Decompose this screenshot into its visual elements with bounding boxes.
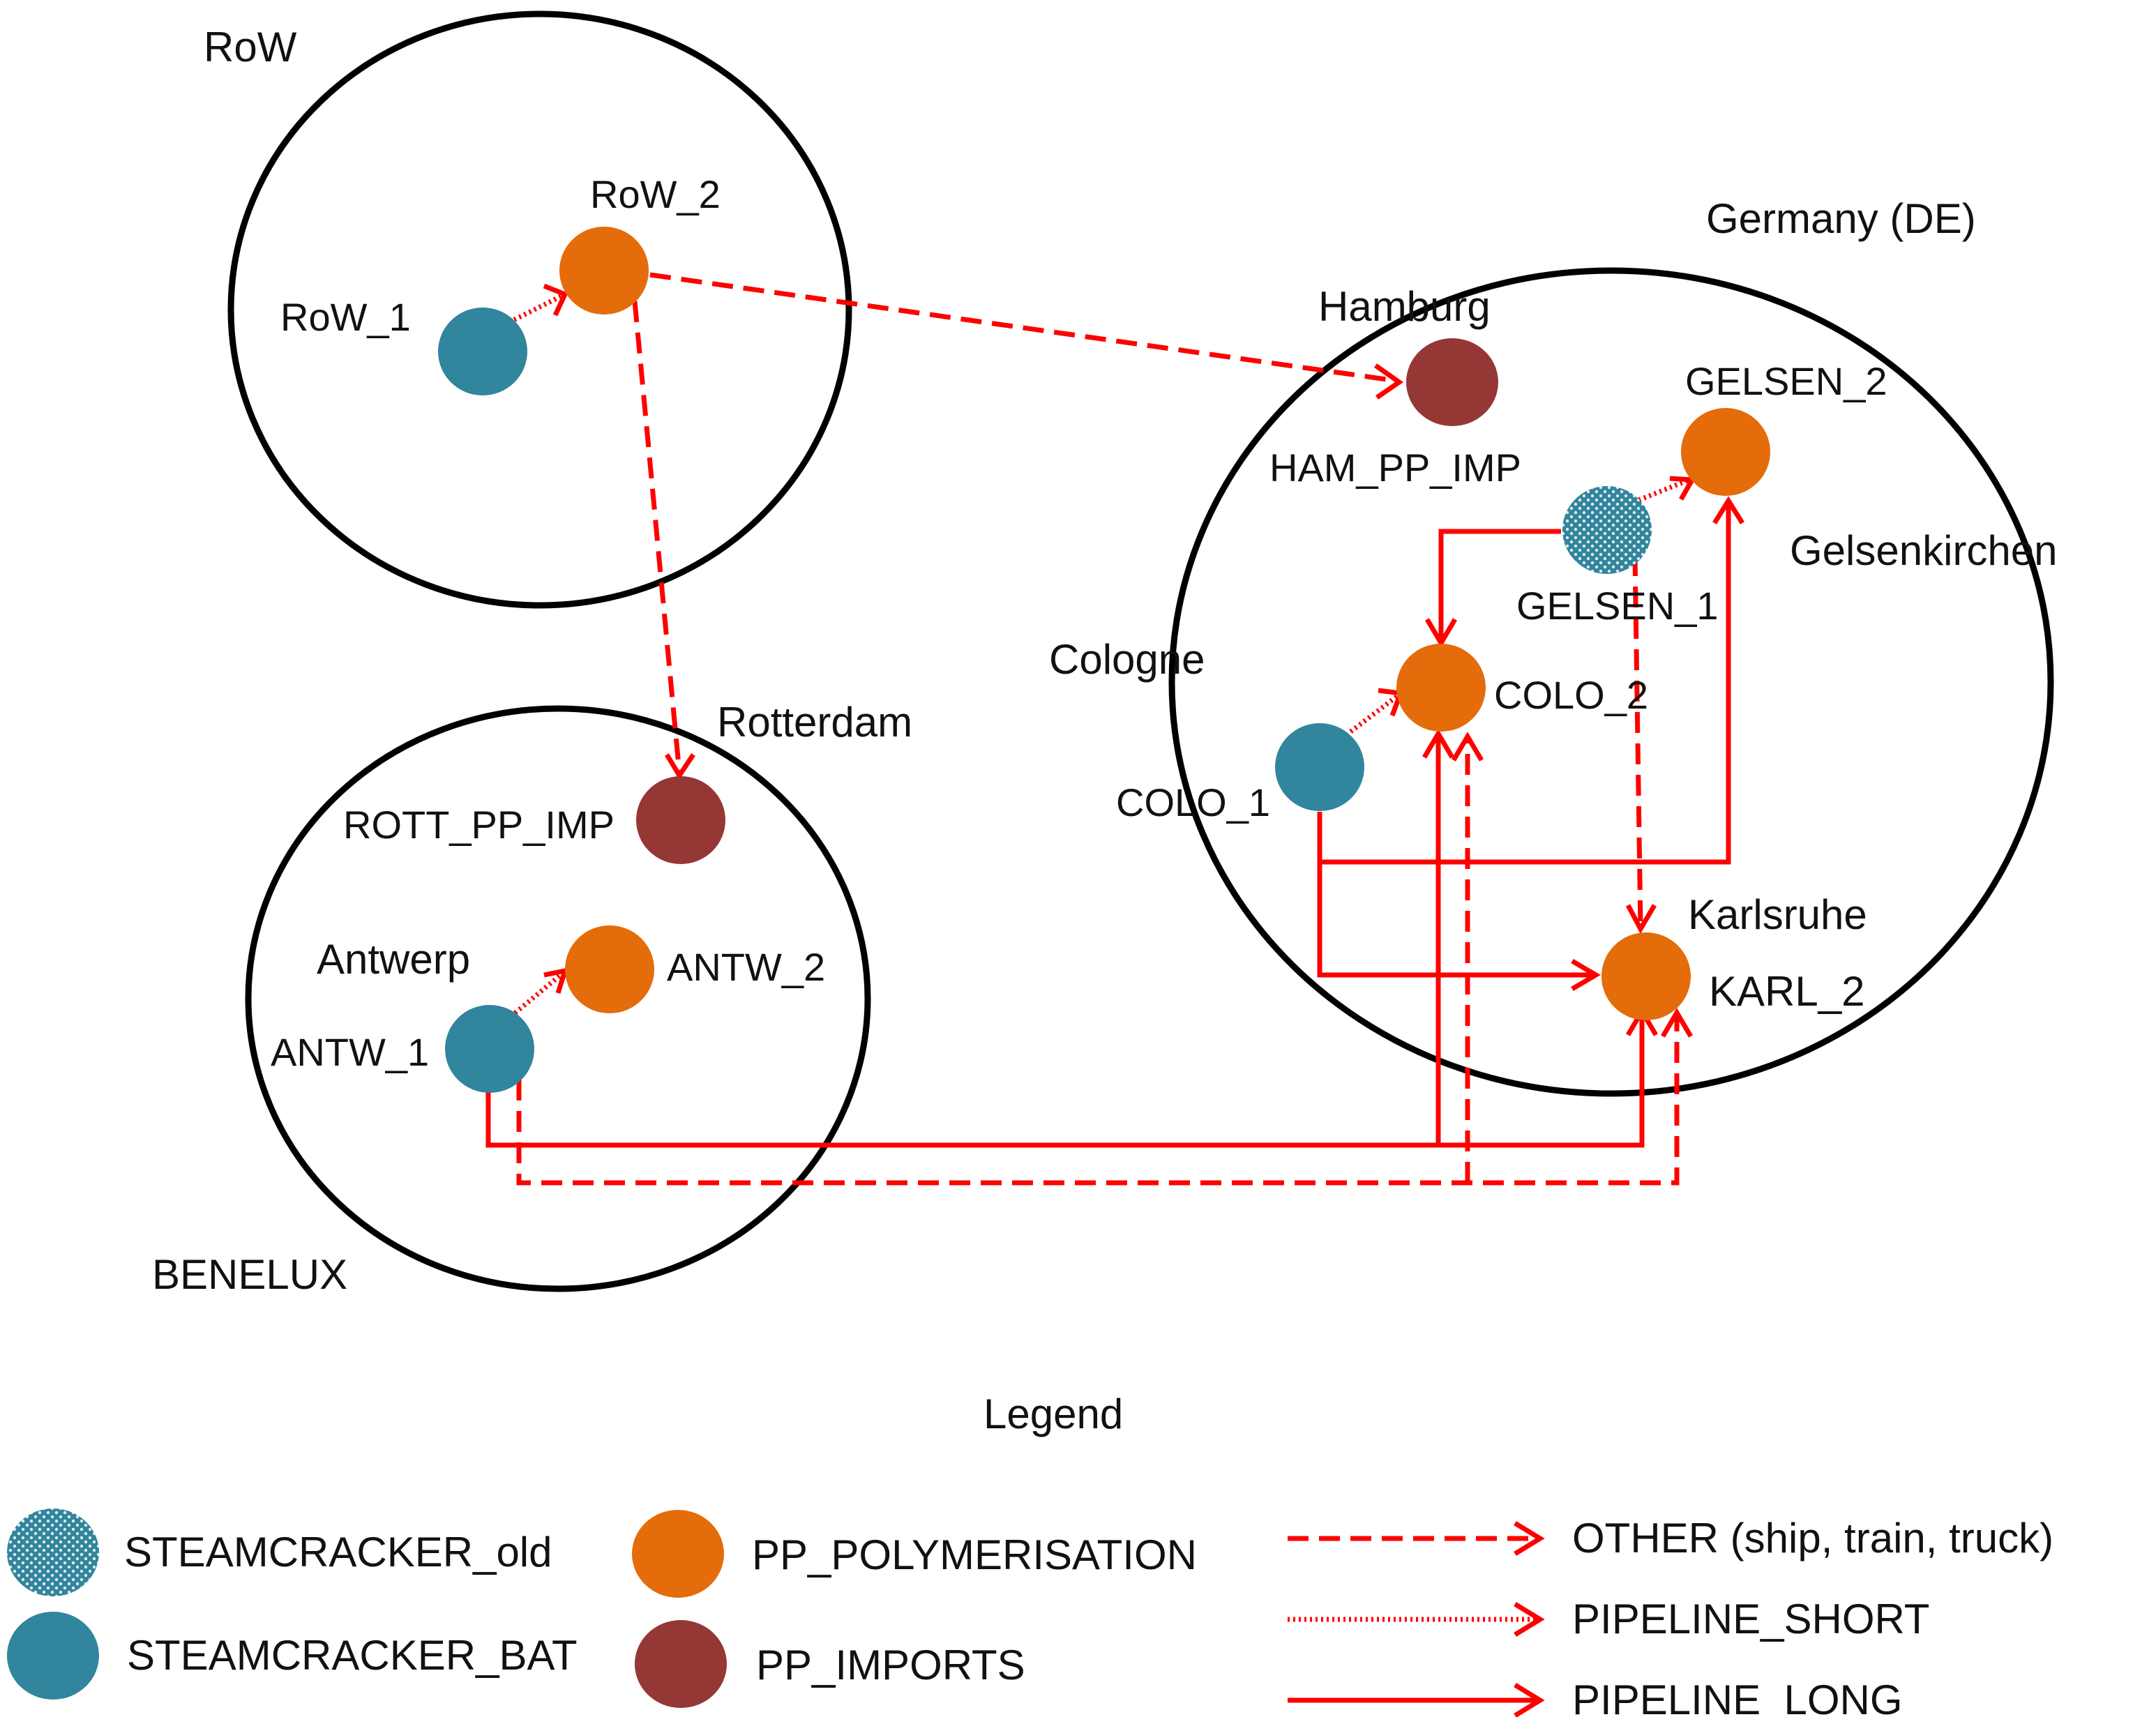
legend-title: Legend — [983, 1391, 1123, 1437]
node-colo-1[interactable] — [1275, 723, 1364, 811]
legend: Legend STEAMCRACKER_old STEAMCRACKER_BAT… — [7, 1391, 2053, 1717]
node-antw-1[interactable] — [445, 1005, 534, 1093]
legend-label-pipeline-long: PIPELINE_LONG — [1572, 1677, 1903, 1717]
pipeline-long-arrows — [485, 502, 1731, 1148]
arrowhead — [543, 967, 569, 994]
site-label-gelsenkirchen: Gelsenkirchen — [1790, 527, 2058, 574]
site-label-rotterdam: Rotterdam — [717, 699, 912, 746]
long-colo1-gelsen2 — [1320, 502, 1731, 865]
site-label-hamburg: Hamburg — [1318, 283, 1491, 330]
node-label-antw-2: ANTW_2 — [667, 945, 825, 989]
node-row-1[interactable] — [438, 308, 527, 395]
node-label-gelsen-1: GELSEN_1 — [1516, 584, 1719, 628]
legend-label-steamcracker-bat: STEAMCRACKER_BAT — [127, 1632, 578, 1679]
region-label-benelux: BENELUX — [152, 1251, 347, 1298]
arrowhead — [1424, 618, 1458, 648]
node-label-antw-1: ANTW_1 — [271, 1030, 429, 1074]
site-label-antwerp: Antwerp — [317, 936, 470, 983]
legend-arrowhead-other — [1514, 1521, 1545, 1556]
benelux-region-outline — [245, 705, 871, 1292]
other-row2-hamburg — [649, 272, 1397, 384]
arrowhead — [1422, 729, 1455, 759]
node-label-karl-2: KARL_2 — [1709, 968, 1864, 1015]
node-gelsen-2[interactable] — [1681, 408, 1770, 496]
arrowhead — [1669, 476, 1696, 501]
arrowhead — [1712, 496, 1744, 524]
legend-label-other: OTHER (ship, train, truck) — [1572, 1515, 2053, 1561]
region-label-row: RoW — [204, 24, 297, 70]
legend-label-pp-imports: PP_IMPORTS — [756, 1642, 1025, 1688]
node-colo-2[interactable] — [1396, 644, 1486, 732]
other-row2-rotterdam — [632, 301, 682, 773]
long-gelsen1-colo2 — [1438, 529, 1561, 640]
long-colo1-karl2 — [1317, 812, 1595, 978]
node-gelsen-1[interactable] — [1562, 486, 1652, 574]
node-label-row-2: RoW_2 — [590, 172, 721, 216]
legend-label-steamcracker-old: STEAMCRACKER_old — [124, 1529, 552, 1575]
other-antw1-colo2-karl2 — [516, 1014, 1680, 1186]
arrowhead — [1571, 958, 1601, 992]
legend-arrowhead-pipeline-long — [1514, 1683, 1545, 1717]
legend-swatch-steamcracker-old — [7, 1508, 99, 1596]
arrowhead — [543, 283, 568, 317]
node-karl-2[interactable] — [1601, 932, 1691, 1020]
node-label-rott-pp-imp: ROTT_PP_IMP — [343, 803, 615, 847]
site-label-cologne: Cologne — [1049, 636, 1205, 683]
legend-swatch-steamcracker-bat — [7, 1612, 99, 1700]
legend-arrowhead-pipeline-short — [1514, 1602, 1545, 1637]
node-label-row-1: RoW_1 — [280, 295, 411, 339]
region-label-germany: Germany (DE) — [1706, 195, 1976, 242]
node-label-colo-2: COLO_2 — [1494, 673, 1648, 717]
long-antw1-karl2 — [485, 1013, 1645, 1148]
legend-label-pipeline-short: PIPELINE_SHORT — [1572, 1596, 1929, 1642]
node-label-colo-1: COLO_1 — [1116, 780, 1270, 824]
node-ham-pp-imp[interactable] — [1406, 338, 1498, 426]
legend-swatch-pp-imports — [635, 1620, 727, 1708]
arrowhead — [664, 753, 695, 780]
node-rott-pp-imp[interactable] — [636, 776, 725, 864]
row-region-outline — [227, 10, 852, 609]
arrowhead — [1625, 904, 1657, 935]
other-transport-arrows — [516, 272, 1680, 1186]
arrowhead — [1373, 363, 1404, 400]
node-label-ham-pp-imp: HAM_PP_IMP — [1269, 446, 1521, 490]
germany-region-outline — [1168, 267, 2054, 1097]
arrowhead — [1660, 1008, 1694, 1038]
legend-swatch-pp-polymerisation — [632, 1510, 724, 1598]
node-label-gelsen-2: GELSEN_2 — [1685, 359, 1887, 403]
arrowhead — [1451, 732, 1484, 762]
node-row-2[interactable] — [559, 227, 649, 315]
node-antw-2[interactable] — [565, 925, 654, 1013]
legend-label-pp-polymerisation: PP_POLYMERISATION — [752, 1531, 1197, 1578]
site-label-karlsruhe: Karlsruhe — [1688, 891, 1867, 938]
pipeline-short-row1-row2 — [508, 293, 564, 325]
